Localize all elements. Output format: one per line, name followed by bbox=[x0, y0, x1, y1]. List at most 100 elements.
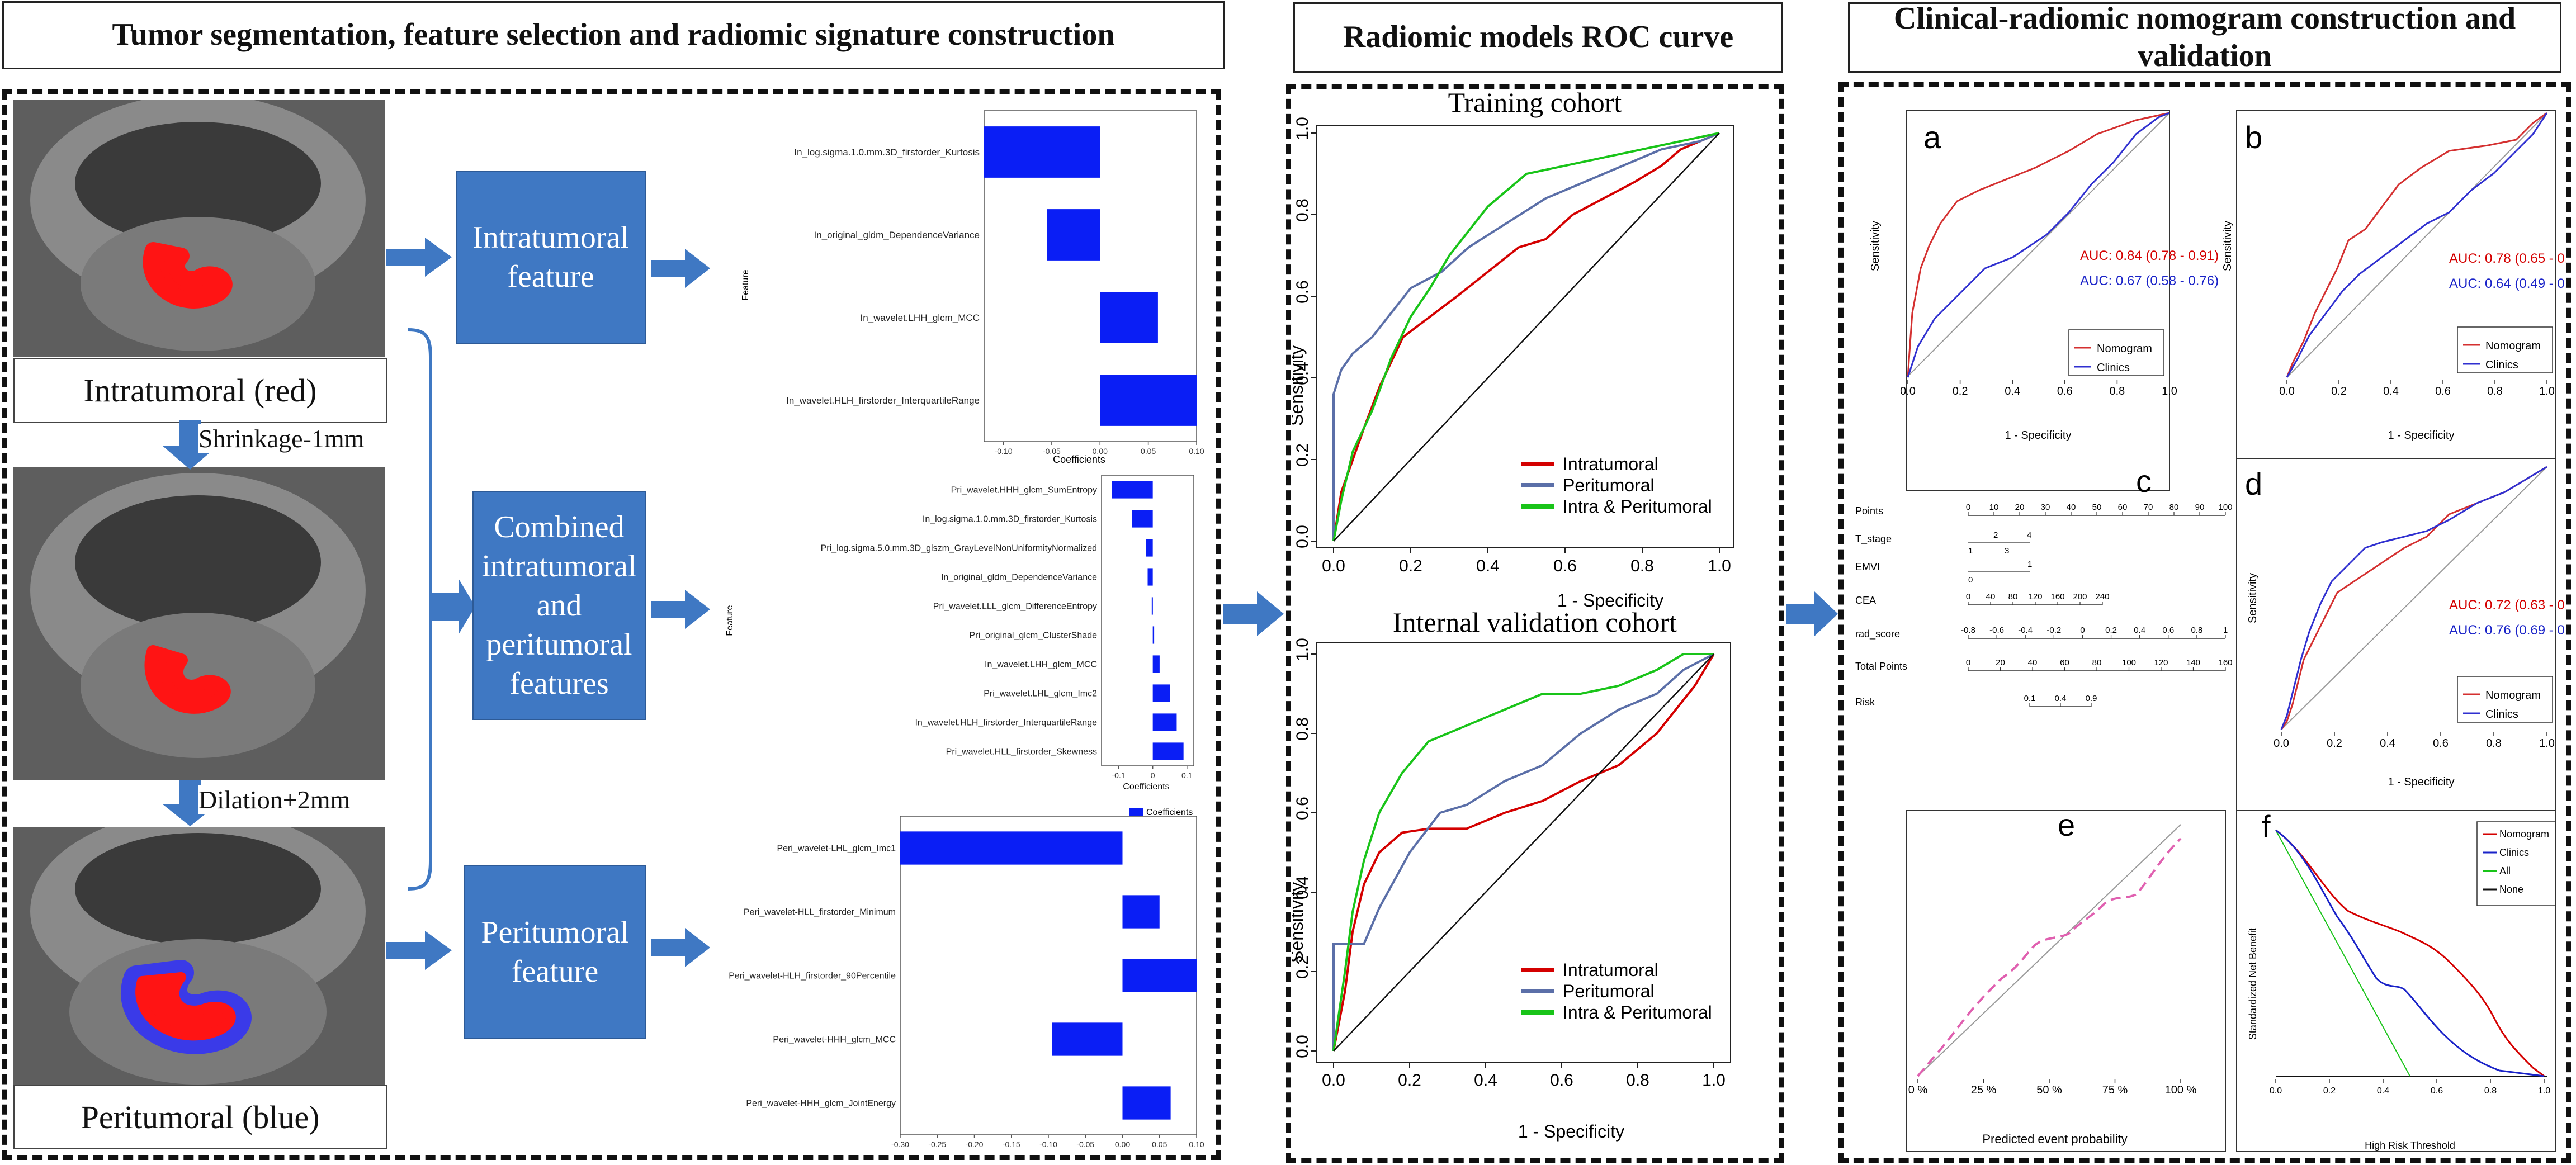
category-label: In_wavelet.HLH_firstorder_InterquartileR… bbox=[786, 395, 980, 406]
rad-score-tick-label: 0 bbox=[2080, 626, 2085, 635]
panel-d-legend-clinics: Clinics bbox=[2485, 708, 2518, 721]
panel-a-x-tick-label: 0.8 bbox=[2109, 385, 2125, 397]
panel-f-ylabel: Standardized Net Benefit bbox=[2247, 928, 2258, 1040]
panel-b-xlabel: 1 - Specificity bbox=[2388, 429, 2455, 442]
tick-label: 0 bbox=[1151, 771, 1155, 780]
legend-swatch bbox=[1129, 808, 1143, 816]
category-label: In_log.sigma.1.0.mm.3D_firstorder_Kurtos… bbox=[923, 515, 1097, 524]
points-tick-label: 30 bbox=[2041, 503, 2050, 512]
xlabel: Coefficients bbox=[1123, 782, 1169, 792]
header-left-text: Tumor segmentation, feature selection an… bbox=[112, 17, 1115, 53]
roc-series-line bbox=[1332, 653, 1715, 1052]
total-points-tick-label: 0 bbox=[1966, 658, 1970, 667]
tick-label: 0.1 bbox=[1181, 771, 1193, 780]
panel-f-letter: f bbox=[2262, 809, 2271, 844]
panel-f-xlabel: High Risk Threshold bbox=[2365, 1140, 2455, 1151]
tick-label: -0.15 bbox=[1003, 1140, 1020, 1149]
total-points-tick-label: 60 bbox=[2060, 658, 2069, 667]
arrow-peri-to-chart bbox=[651, 928, 710, 967]
box-combined-text: Combined intratumoral and peritumoral fe… bbox=[481, 510, 637, 701]
panel-c-row-label: T_stage bbox=[1855, 533, 1892, 545]
t-stage-label: 4 bbox=[2027, 531, 2031, 540]
ylabel: Sensitivity bbox=[1292, 345, 1307, 426]
tick-label: -0.30 bbox=[891, 1140, 909, 1149]
panel-c-letter: c bbox=[2136, 463, 2152, 499]
bar bbox=[1151, 597, 1153, 615]
reference-diagonal bbox=[1333, 132, 1720, 542]
category-label: Peri_wavelet-HHH_glcm_MCC bbox=[773, 1035, 896, 1045]
tick-label: 0.05 bbox=[1152, 1140, 1167, 1149]
x-tick-label: 0.4 bbox=[1476, 557, 1500, 575]
panel-d-ylabel: Sensitivity bbox=[2247, 573, 2259, 623]
rad-score-tick-label: 0.2 bbox=[2105, 626, 2117, 635]
bar bbox=[1132, 510, 1153, 528]
y-tick-label: 0.2 bbox=[1293, 955, 1312, 979]
cea-tick-label: 0 bbox=[1966, 592, 1970, 602]
tick-label: -0.10 bbox=[1039, 1140, 1057, 1149]
category-label: Peri_wavelet-HHH_glcm_JointEnergy bbox=[746, 1099, 896, 1109]
panel-b-clinics-curve bbox=[2286, 112, 2548, 378]
category-label: Pri_wavelet.LLL_glcm_DifferenceEntropy bbox=[933, 602, 1097, 612]
panel-b-x-tick-label: 0.8 bbox=[2487, 385, 2503, 397]
roc-series-line bbox=[1332, 132, 1720, 542]
panel-d: d AUC: 0.72 (0.63 - 0.80) AUC: 0.76 (0.6… bbox=[2236, 458, 2566, 839]
header-left: Tumor segmentation, feature selection an… bbox=[2, 1, 1225, 69]
risk-tick-label: 0.9 bbox=[2086, 694, 2097, 703]
panel-d-x-tick-label: 0.2 bbox=[2327, 737, 2342, 750]
category-label: In_original_gldm_DependenceVariance bbox=[814, 230, 980, 240]
panel-a-ylabel: Sensitivity bbox=[1869, 221, 1882, 271]
panel-e-x-tick-label: 25 % bbox=[1971, 1084, 1997, 1096]
panel-f-legend-clinics: Clinics bbox=[2499, 847, 2529, 858]
panel-a-x-tick-label: 0.4 bbox=[2005, 385, 2020, 397]
tick-label: -0.05 bbox=[1043, 447, 1061, 456]
chart-roc-training: Training cohort 1 - Specificity Sensitiv… bbox=[1292, 87, 1734, 610]
tick-label: 0.10 bbox=[1189, 447, 1204, 456]
panel-d-letter: d bbox=[2245, 466, 2262, 501]
header-middle-text: Radiomic models ROC curve bbox=[1343, 20, 1734, 55]
panel-a-diagonal bbox=[1906, 112, 2170, 378]
t-stage-label: 2 bbox=[1993, 531, 1998, 540]
category-label: In_wavelet.HLH_firstorder_InterquartileR… bbox=[915, 718, 1097, 728]
bar bbox=[1047, 209, 1100, 261]
mri-peri-svg bbox=[13, 827, 385, 1085]
panel-d-x-tick-label: 0.4 bbox=[2380, 737, 2395, 750]
panel-a-x-tick-label: 0.0 bbox=[1900, 385, 1916, 397]
emvi-label: 0 bbox=[1968, 575, 1973, 585]
panel-b-x-tick-label: 0.4 bbox=[2383, 385, 2399, 397]
y-tick-label: 1.0 bbox=[1293, 117, 1312, 140]
plot-frame bbox=[1316, 642, 1731, 1063]
caption-peritumoral-text: Peritumoral (blue) bbox=[81, 1098, 320, 1135]
total-points-tick-label: 140 bbox=[2186, 658, 2200, 667]
legend-label: Intra & Peritumoral bbox=[1563, 1002, 1712, 1022]
bar bbox=[984, 126, 1100, 178]
category-label: In_log.sigma.1.0.mm.3D_firstorder_Kurtos… bbox=[794, 147, 980, 158]
mri-image-intratumoral bbox=[13, 100, 385, 357]
category-label: Peri_wavelet-LHL_glcm_Imc1 bbox=[777, 844, 896, 854]
panel-f-nomogram-curve bbox=[2275, 829, 2545, 1077]
rad-score-tick-label: -0.2 bbox=[2046, 626, 2061, 635]
category-label: Pri_original_glcm_ClusterShade bbox=[969, 631, 1097, 641]
panel-f-clinics-curve bbox=[2275, 829, 2545, 1077]
tick-label: 0.10 bbox=[1189, 1140, 1204, 1149]
panel-c-row-label: rad_score bbox=[1855, 628, 1900, 640]
ylabel: Sensitivity bbox=[1292, 882, 1307, 963]
header-middle: Radiomic models ROC curve bbox=[1293, 2, 1783, 73]
legend-label: Intra & Peritumoral bbox=[1563, 496, 1712, 517]
category-label: Peri_wavelet-HLL_firstorder_Minimum bbox=[744, 908, 896, 917]
total-points-tick-label: 40 bbox=[2028, 658, 2038, 667]
cea-tick-label: 160 bbox=[2050, 592, 2064, 602]
panel-f-legend-nomogram: Nomogram bbox=[2499, 828, 2549, 840]
bar bbox=[1052, 1022, 1123, 1056]
arrow-to-intra bbox=[386, 238, 452, 277]
points-tick-label: 60 bbox=[2118, 503, 2128, 512]
panel-f-x-tick-label: 0.0 bbox=[2270, 1086, 2282, 1096]
tick-label: -0.05 bbox=[1076, 1140, 1094, 1149]
reference-diagonal bbox=[1333, 653, 1714, 1052]
panel-f-legend bbox=[2476, 821, 2556, 906]
panel-b-diagonal bbox=[2286, 112, 2547, 378]
mri-shrunk-svg bbox=[13, 467, 385, 780]
chart-title: Internal validation cohort bbox=[1393, 609, 1677, 638]
tick-label: -0.10 bbox=[995, 447, 1013, 456]
legend-label: Coefficients bbox=[1146, 808, 1193, 817]
panel-e-x-tick-label: 100 % bbox=[2165, 1084, 2197, 1096]
